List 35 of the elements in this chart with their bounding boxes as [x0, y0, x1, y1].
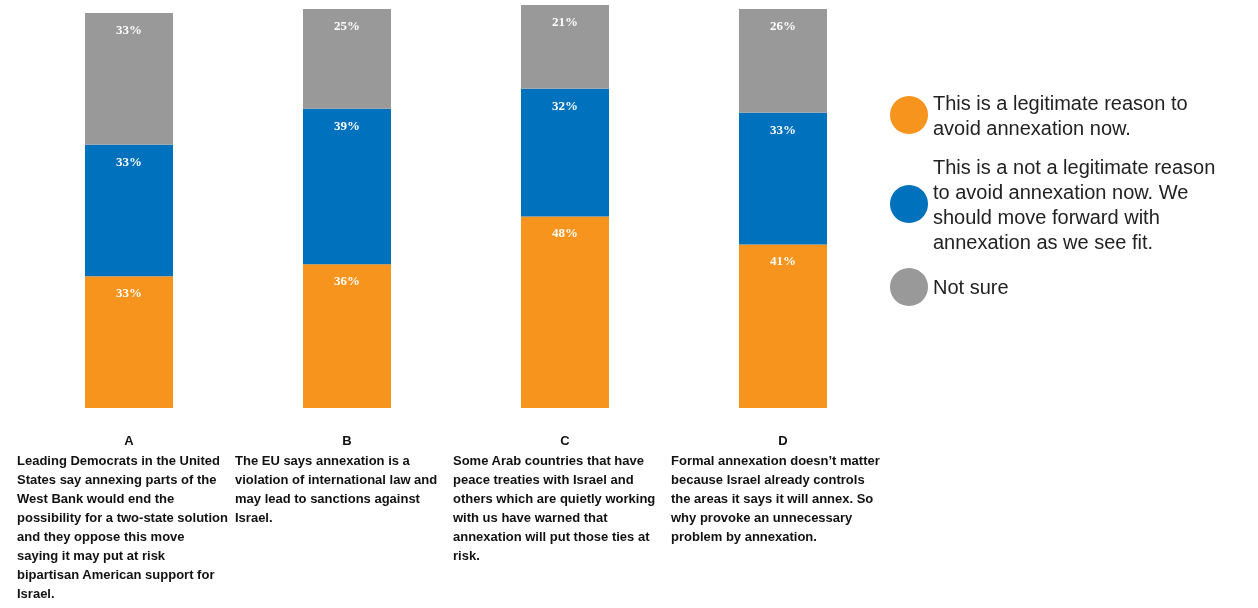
x-tick-label: D	[778, 433, 788, 448]
bar	[739, 244, 827, 408]
bar	[85, 12, 173, 145]
text: Formal annexation doesn’t matter because Israel already controls the areas it says it will annex. So why provoke an unnecessary problem by annexation.	[670, 453, 880, 544]
x-tick-label: A	[124, 433, 135, 448]
bar	[85, 144, 173, 277]
data-label: 21%	[552, 14, 578, 29]
data-label: 39%	[334, 117, 360, 133]
x-tick-label: B	[342, 433, 352, 448]
bar	[739, 8, 827, 113]
bar	[521, 5, 609, 89]
text: Some Arab countries that have peace treaties with Israel and others which are quietly working with us have warned that annexation will put those ties at risk.	[452, 453, 656, 563]
data-label: 48%	[552, 225, 578, 241]
data-label: 33%	[116, 153, 142, 169]
bar	[303, 108, 391, 265]
bar	[85, 276, 173, 408]
data-label: 25%	[334, 17, 360, 33]
data-label: 33%	[116, 285, 142, 301]
legend-label: This is a not a legitimate reason to avoid annexation now. We should move forward with annexation as we see fit.	[933, 155, 1221, 253]
bar	[303, 264, 391, 408]
bar	[521, 88, 609, 217]
legend-label: Not sure	[933, 276, 1009, 298]
data-label: 32%	[552, 97, 578, 113]
bar	[739, 112, 827, 245]
legend-label: This is a legitimate reason to avoid annexation now.	[933, 91, 1194, 139]
data-label: 41%	[770, 253, 796, 269]
data-label: 33%	[116, 21, 142, 37]
bar	[303, 8, 391, 109]
data-label: 36%	[334, 273, 360, 289]
text: The EU says annexation is a violation of international law and may lead to sanctions against Israel.	[235, 453, 438, 525]
data-label: 26%	[770, 17, 796, 33]
bar	[521, 216, 609, 408]
text: Leading Democrats in the United States say annexing parts of the West Bank would end the possibility for a two-state solution and they oppose this move saying it may put at risk bipartisan American support for Israel.	[17, 453, 228, 601]
x-tick-label: C	[560, 433, 571, 448]
data-label: 33%	[770, 121, 796, 137]
